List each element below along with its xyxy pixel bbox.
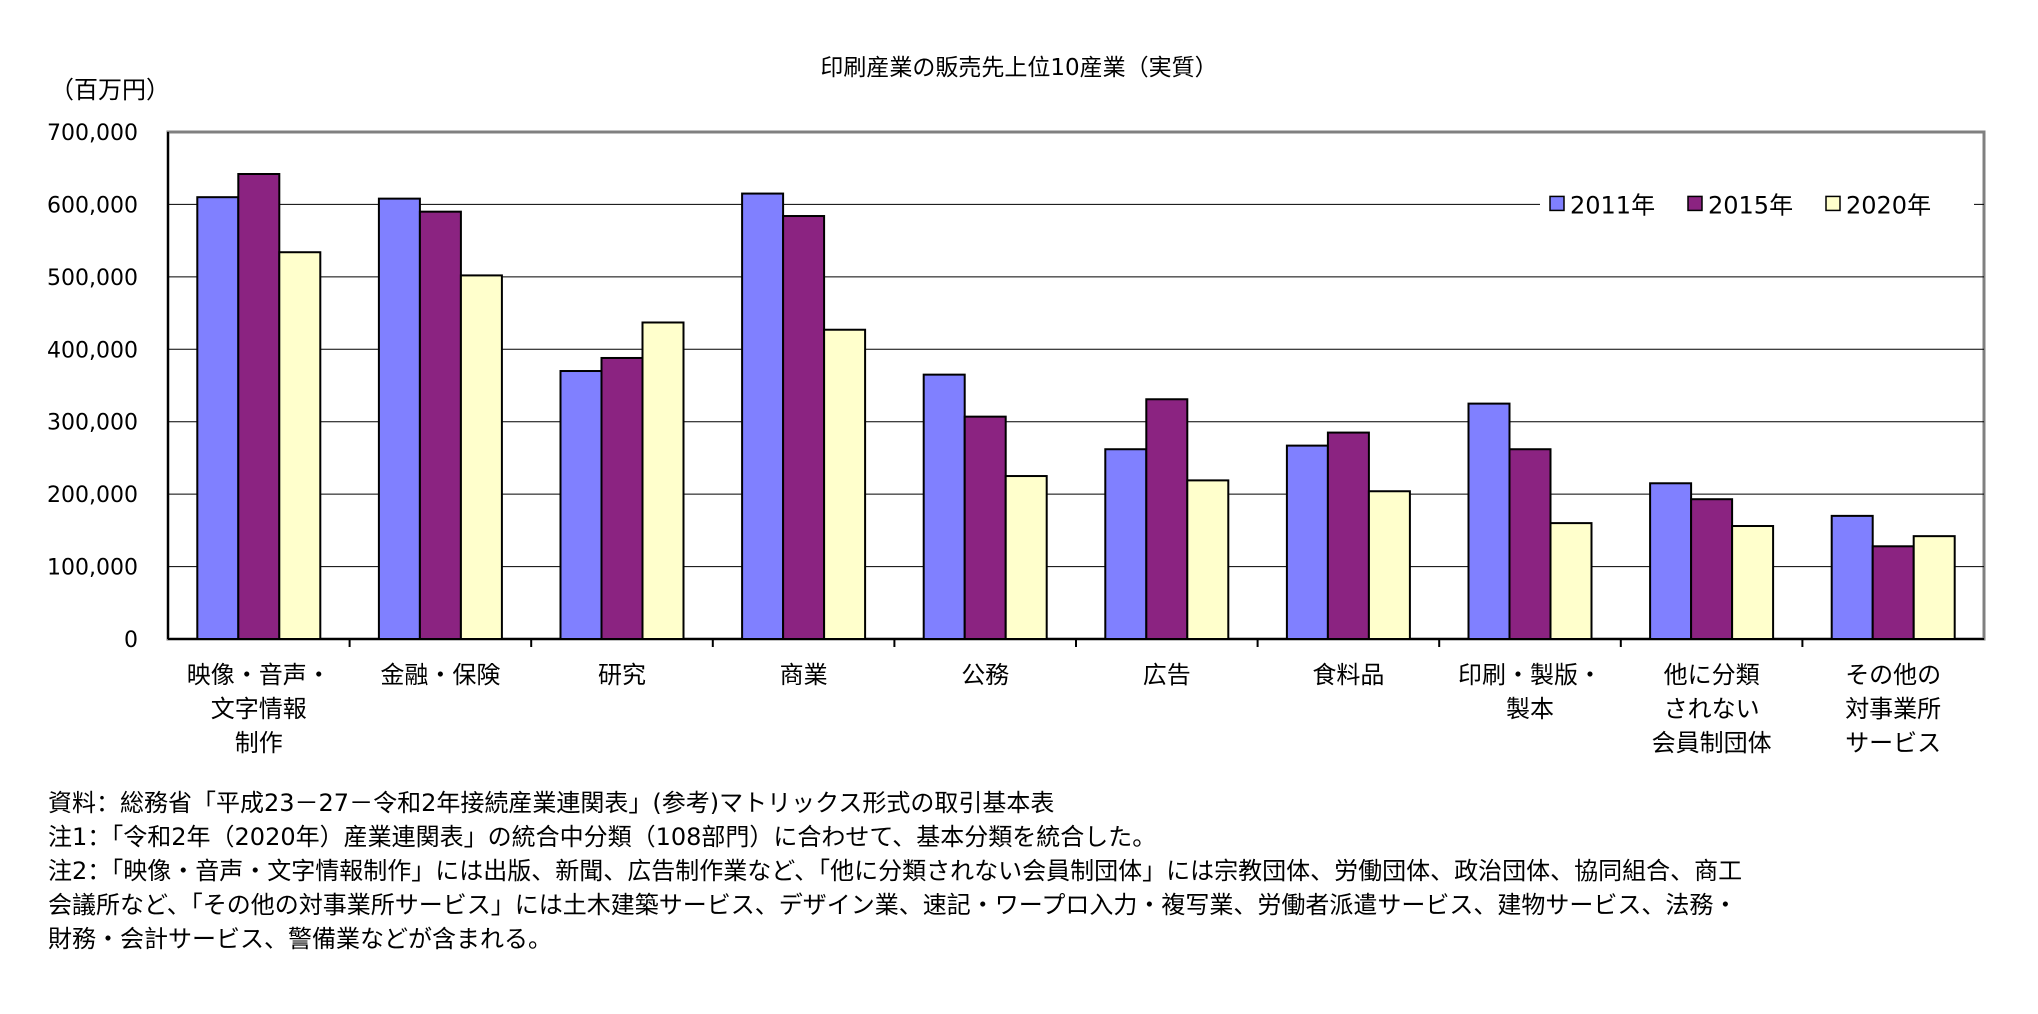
y-tick-label: 200,000 [47, 483, 138, 508]
bar [1186, 479, 1230, 641]
bar [1912, 535, 1956, 640]
x-category-label: 会員制団体 [1652, 729, 1772, 757]
bar [459, 274, 503, 640]
bar [641, 321, 685, 640]
chart-title: 印刷産業の販売先上位10産業（実質） [820, 55, 1218, 81]
bar [1508, 448, 1552, 641]
x-category-label: その他の [1845, 661, 1941, 689]
x-category-label: サービス [1845, 729, 1941, 757]
legend-label: 2011年 [1570, 191, 1655, 219]
x-category-label: 映像・音声・ [187, 661, 331, 689]
x-category-label: 公務 [961, 661, 1009, 689]
bar [1690, 498, 1734, 640]
x-category-label: 印刷・製版・ [1458, 661, 1602, 689]
bar-chart: 700,000 600,000 500,000 400,000 300,000 200,0… [47, 121, 1986, 757]
bar [196, 196, 240, 641]
y-tick-label: 300,000 [47, 411, 138, 436]
x-category-label: されない [1664, 695, 1760, 723]
note-2-line-1: 注2：「映像・音声・文字情報制作」には出版、新聞、広告制作業など、「他に分類され… [48, 857, 1743, 885]
y-tick-label: 100,000 [47, 556, 138, 581]
x-category-label: 広告 [1143, 661, 1191, 689]
bar [1467, 402, 1511, 640]
legend-swatch [1687, 195, 1703, 212]
x-category-label: 金融・保険 [380, 661, 500, 689]
bar [1830, 514, 1874, 640]
bar [237, 173, 281, 640]
bar [782, 215, 826, 640]
notes-block: 資料：総務省「平成23－27－令和2年接続産業連関表」(参考)マトリックス形式の… [48, 786, 2008, 956]
note-2-line-3: 財務・会計サービス、警備業などが含まれる。 [48, 925, 552, 953]
x-category-label: 対事業所 [1845, 695, 1941, 723]
legend-swatch [1549, 195, 1565, 212]
x-category-label: 研究 [598, 661, 646, 689]
bar [600, 356, 644, 640]
legend-label: 2020年 [1846, 191, 1931, 219]
bar [559, 370, 603, 640]
y-tick-label: 0 [124, 628, 138, 653]
x-category-label: 商業 [780, 661, 828, 689]
y-axis-unit-label: （百万円） [50, 76, 170, 104]
bar [1367, 490, 1411, 641]
x-category-label: 文字情報 [211, 695, 307, 723]
x-category-label: 製本 [1506, 695, 1554, 723]
x-category-label: 食料品 [1312, 661, 1384, 689]
bar [1104, 448, 1148, 641]
bar [963, 415, 1007, 640]
bar [922, 373, 966, 640]
note-1: 注1：「令和2年（2020年）産業連関表」の統合中分類（108部門）に合わせて、… [48, 823, 1157, 851]
note-2-line-2: 会議所など、「その他の対事業所サービス」には土木建築サービス、デザイン業、速記・… [48, 891, 1738, 919]
x-category-label: 他に分類 [1664, 661, 1760, 689]
bar [418, 210, 462, 641]
legend-swatch [1825, 195, 1841, 212]
bar [1285, 444, 1329, 641]
bar [1004, 475, 1048, 640]
bar [1326, 431, 1370, 641]
bar [1649, 482, 1693, 640]
y-tick-label: 600,000 [47, 193, 138, 218]
y-tick-label: 500,000 [47, 266, 138, 291]
bar [823, 328, 867, 640]
bar [377, 197, 421, 641]
bar [1731, 525, 1775, 640]
bar [1549, 522, 1593, 640]
y-tick-label: 400,000 [47, 338, 138, 363]
legend-background [1540, 186, 1974, 223]
x-category-label: 制作 [235, 729, 283, 757]
legend-label: 2015年 [1708, 191, 1793, 219]
bar [1871, 545, 1915, 641]
bar [278, 251, 322, 641]
y-tick-label: 700,000 [47, 121, 138, 146]
source-note: 資料：総務省「平成23－27－令和2年接続産業連関表」(参考)マトリックス形式の… [48, 789, 1055, 817]
bar [741, 192, 785, 640]
bar [1145, 398, 1189, 640]
